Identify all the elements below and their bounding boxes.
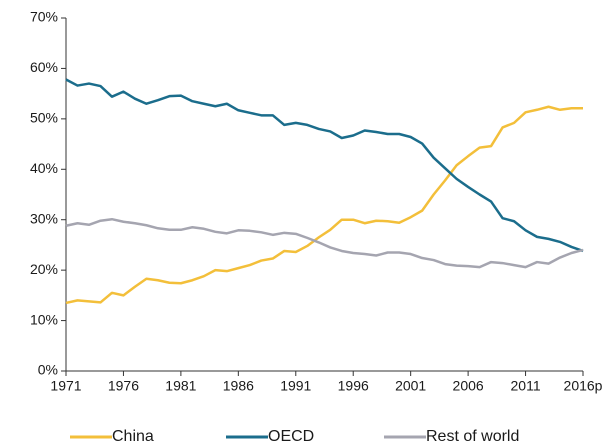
x-tick-label: 1976 — [108, 378, 139, 394]
legend-label: OECD — [268, 428, 314, 445]
y-tick-label: 20% — [30, 261, 58, 277]
legend-label: Rest of world — [426, 428, 519, 445]
x-tick-label: 2001 — [395, 378, 426, 394]
line — [65, 217, 584, 269]
x-tick-label: 1981 — [165, 378, 196, 394]
y-tick-label: 10% — [30, 311, 58, 327]
y-tick-label: 50% — [30, 110, 58, 126]
y-tick-label: 70% — [30, 9, 58, 25]
y-tick-label: 60% — [30, 59, 58, 75]
x-tick-label: 1986 — [223, 378, 254, 394]
line — [65, 78, 584, 253]
y-tick-label: 40% — [30, 160, 58, 176]
legend-label: China — [112, 428, 154, 445]
x-tick-label: 2016p — [564, 378, 603, 394]
line — [65, 105, 583, 305]
x-tick-label: 2011 — [511, 378, 541, 394]
x-tick-label: 1996 — [338, 378, 369, 394]
x-tick-label: 2006 — [453, 378, 484, 394]
y-tick-label: 30% — [30, 210, 58, 226]
x-tick-label: 1991 — [280, 378, 311, 394]
y-tick-label: 0% — [38, 362, 58, 378]
x-tick-label: 1971 — [50, 378, 81, 394]
